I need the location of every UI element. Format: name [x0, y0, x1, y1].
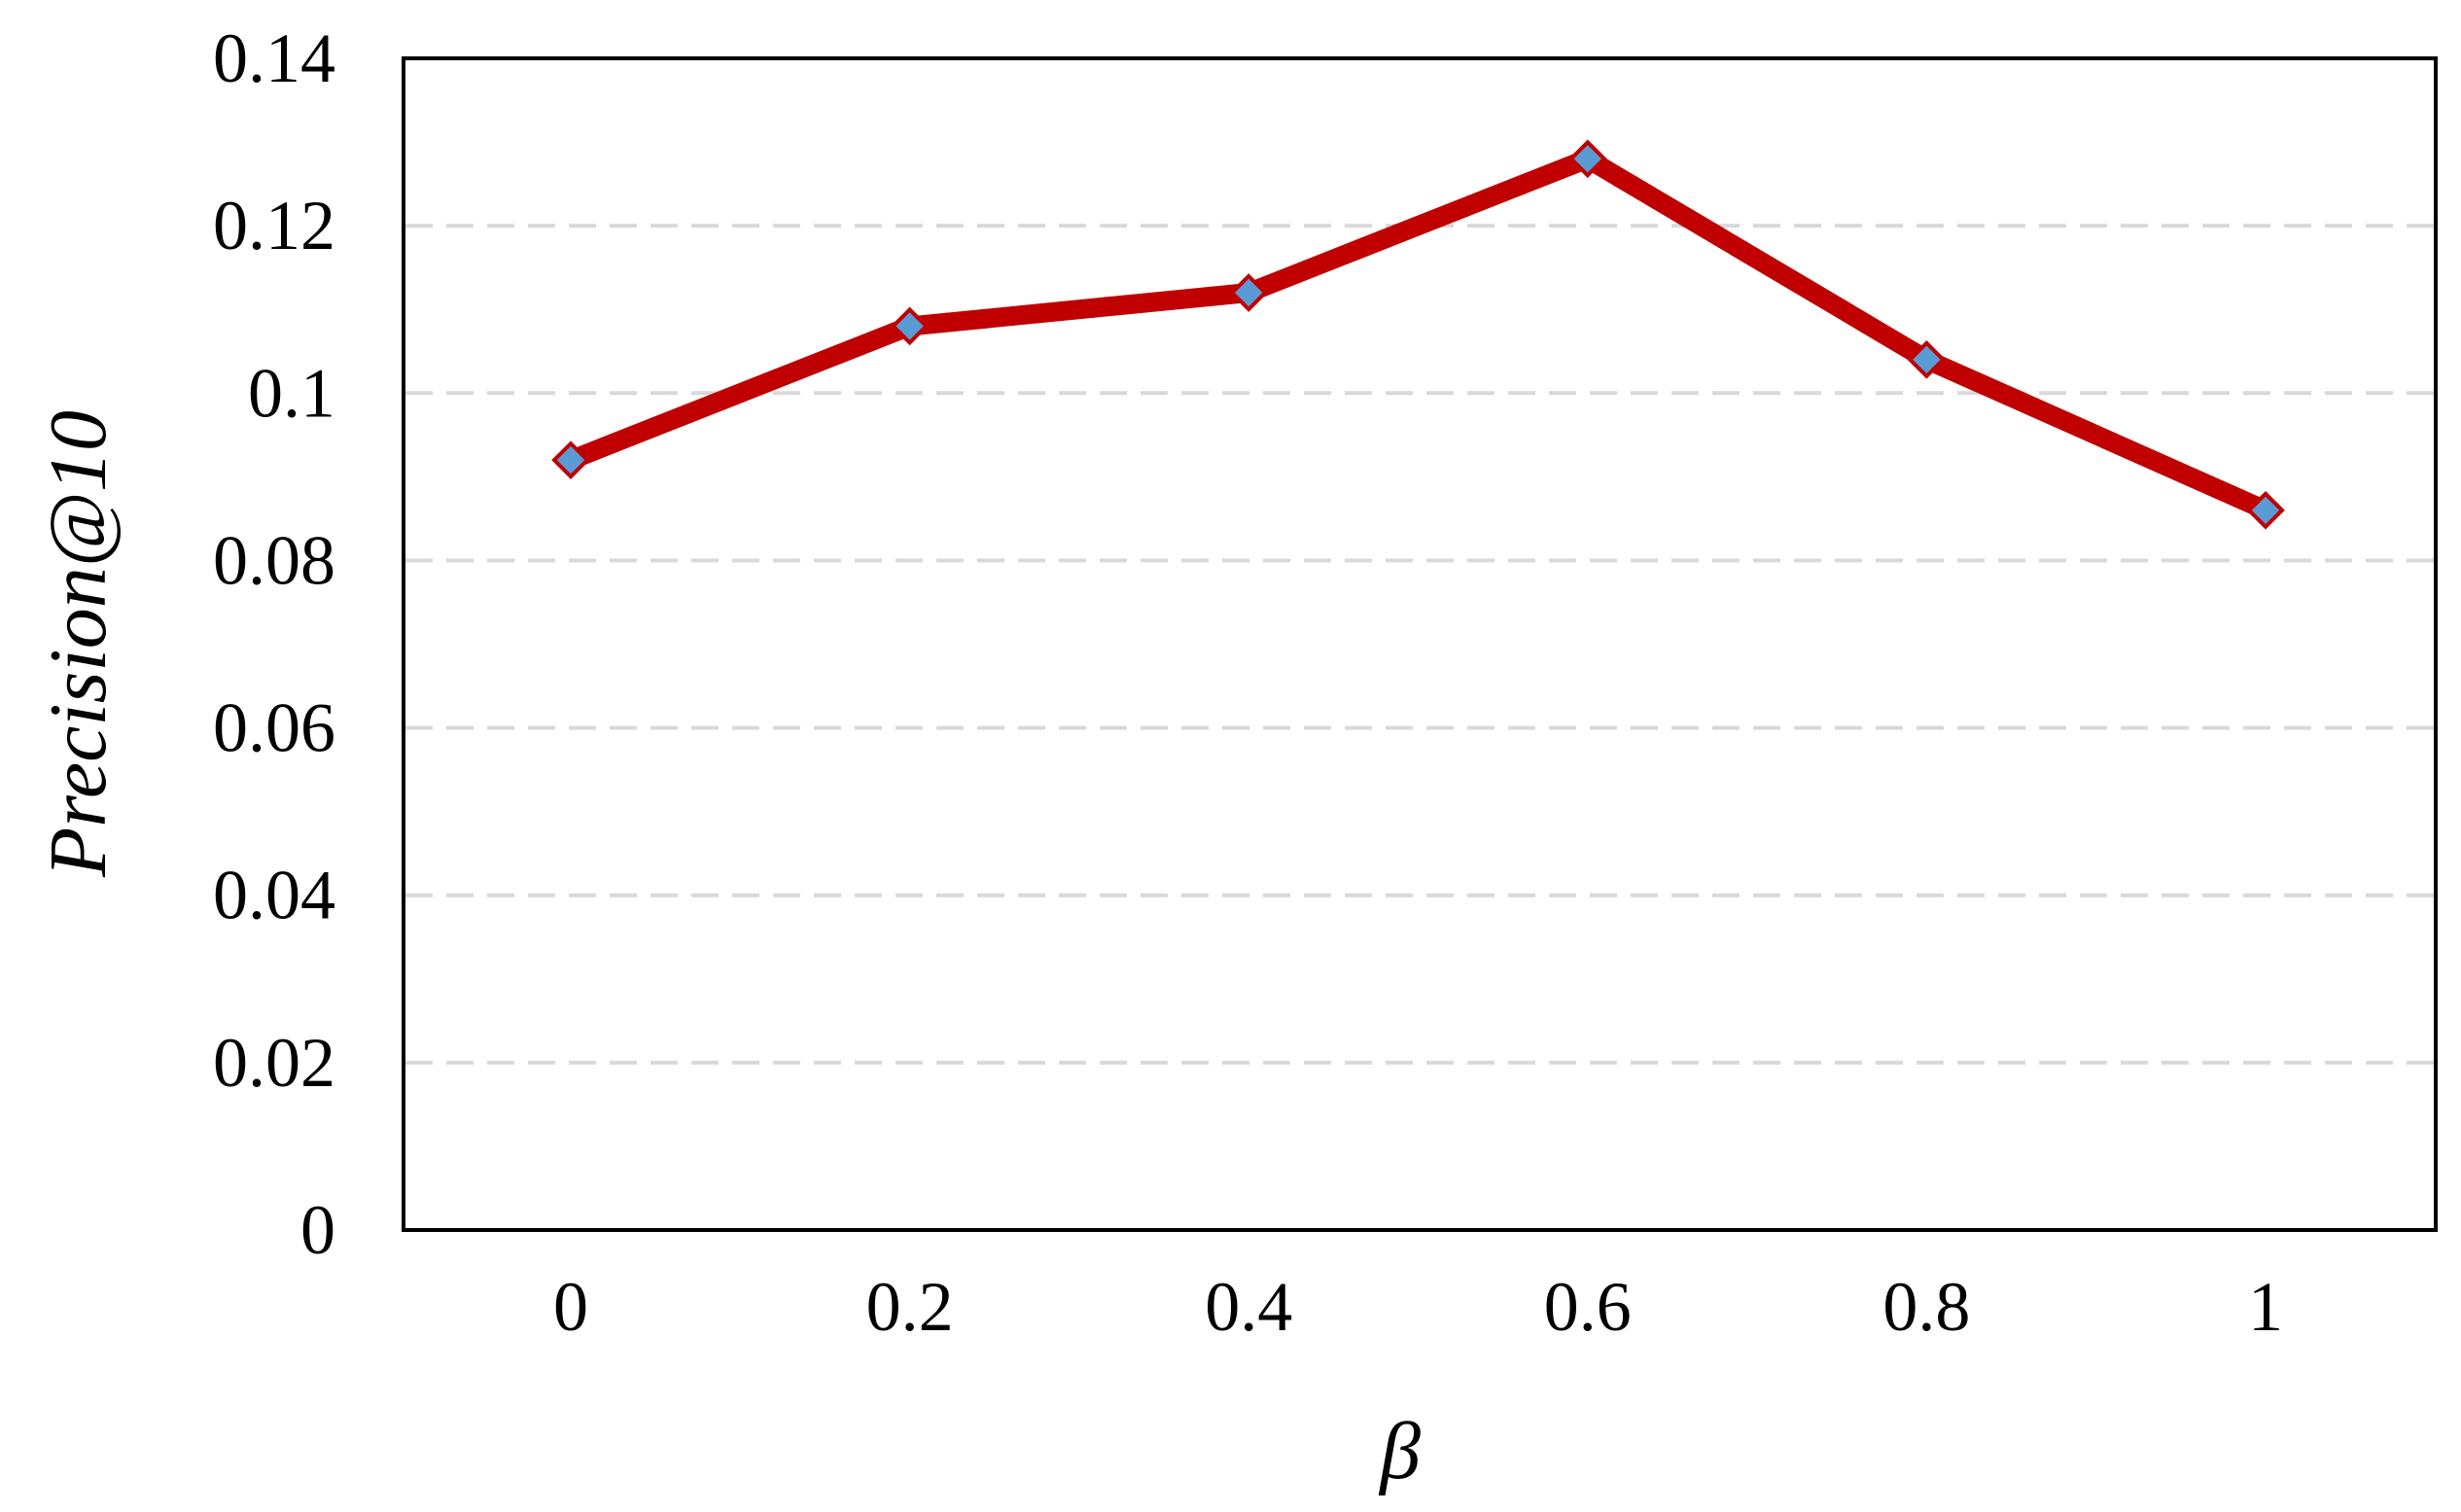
plot-area-frame — [402, 56, 2438, 1232]
y-tick-label: 0 — [300, 1191, 335, 1269]
x-axis-title: β — [1378, 1406, 1421, 1496]
series-line — [561, 149, 2275, 520]
y-tick-label: 0.02 — [213, 1024, 335, 1102]
x-tick-label: 0 — [553, 1268, 588, 1346]
y-tick-label: 0.04 — [213, 857, 335, 934]
data-point-marker — [1907, 340, 1947, 379]
x-tick-label: 1 — [2248, 1268, 2283, 1346]
data-point-marker — [1567, 139, 1607, 179]
series-group — [551, 139, 2285, 530]
x-tick-label: 0.8 — [1882, 1268, 1970, 1346]
y-tick-label: 0.06 — [213, 689, 335, 767]
data-point-marker — [551, 440, 590, 479]
y-tick-label: 0.14 — [213, 19, 335, 97]
x-tick-label: 0.4 — [1205, 1268, 1292, 1346]
y-axis-ticks: 0 0.02 0.04 0.06 0.08 0.1 0.12 0.14 — [213, 19, 335, 1269]
x-tick-label: 0.2 — [866, 1268, 954, 1346]
data-point-marker — [2246, 490, 2285, 530]
data-point-marker — [1229, 273, 1269, 312]
y-tick-label: 0.12 — [213, 187, 335, 264]
gridlines — [405, 224, 2434, 1065]
x-tick-label: 0.6 — [1544, 1268, 1632, 1346]
y-tick-label: 0.08 — [213, 521, 335, 599]
data-point-marker — [890, 306, 930, 346]
y-tick-label: 0.1 — [248, 354, 335, 432]
y-axis-title: Precision@10 — [33, 410, 123, 878]
x-axis-ticks: 0 0.2 0.4 0.6 0.8 1 — [553, 1268, 2283, 1346]
